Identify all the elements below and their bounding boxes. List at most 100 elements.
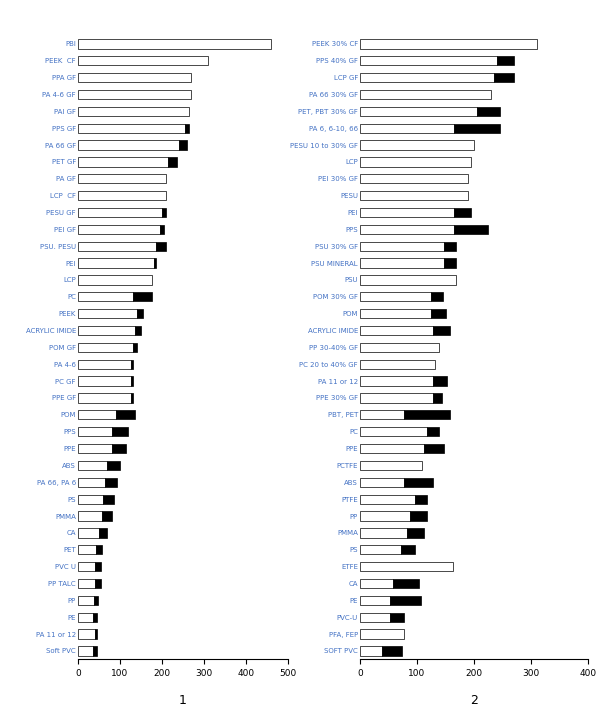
Bar (433, 376, 447, 386)
Bar (179, 140, 187, 150)
Bar (78, 359, 131, 369)
Bar (137, 309, 143, 318)
Bar (162, 208, 166, 217)
Bar (78, 90, 191, 99)
Bar (360, 495, 415, 504)
Bar (78, 309, 137, 318)
Bar (160, 225, 164, 234)
Bar (360, 242, 445, 251)
Bar (424, 444, 444, 453)
Bar (410, 511, 427, 520)
Bar (78, 528, 99, 537)
Bar (78, 342, 133, 352)
Bar (78, 208, 162, 217)
Bar (78, 461, 107, 470)
Bar (78, 56, 208, 65)
Bar (360, 411, 404, 420)
Bar (93, 613, 97, 622)
Bar (477, 106, 500, 116)
Bar (454, 225, 488, 234)
Bar (407, 528, 424, 537)
Bar (360, 545, 401, 554)
Bar (95, 545, 101, 554)
Bar (431, 292, 443, 301)
Bar (360, 292, 431, 301)
Bar (154, 259, 156, 268)
Bar (360, 596, 389, 605)
Bar (107, 461, 120, 470)
Bar (360, 562, 453, 571)
Bar (78, 427, 112, 436)
Bar (454, 123, 500, 133)
Bar (95, 562, 101, 571)
Bar (360, 123, 454, 133)
Bar (78, 579, 95, 588)
Bar (360, 140, 474, 150)
Bar (360, 511, 410, 520)
Bar (78, 478, 106, 487)
Bar (360, 528, 407, 537)
Text: 1: 1 (179, 693, 187, 707)
Bar (360, 39, 537, 48)
Bar (360, 73, 494, 82)
Bar (78, 596, 94, 605)
Bar (78, 545, 95, 554)
Bar (360, 376, 433, 386)
Text: 2: 2 (470, 693, 478, 707)
Bar (78, 259, 154, 268)
Bar (360, 579, 393, 588)
Bar (134, 326, 141, 335)
Bar (389, 613, 404, 622)
Bar (360, 444, 424, 453)
Bar (78, 630, 95, 639)
Bar (78, 106, 190, 116)
Bar (433, 326, 450, 335)
Bar (131, 376, 133, 386)
Bar (94, 596, 98, 605)
Bar (78, 393, 131, 403)
Bar (360, 393, 433, 403)
Bar (133, 292, 151, 301)
Bar (78, 242, 156, 251)
Bar (78, 647, 93, 656)
Bar (360, 326, 433, 335)
Bar (360, 478, 404, 487)
Bar (454, 208, 471, 217)
Bar (382, 647, 401, 656)
Bar (103, 511, 112, 520)
Bar (78, 613, 93, 622)
Bar (360, 106, 477, 116)
Bar (431, 309, 445, 318)
Bar (131, 359, 133, 369)
Bar (360, 647, 382, 656)
Bar (95, 630, 97, 639)
Bar (445, 259, 456, 268)
Bar (103, 495, 114, 504)
Bar (95, 579, 101, 588)
Bar (360, 359, 435, 369)
Bar (116, 411, 134, 420)
Bar (78, 292, 133, 301)
Bar (360, 208, 454, 217)
Bar (360, 174, 469, 184)
Bar (360, 225, 454, 234)
Bar (415, 495, 427, 504)
Bar (99, 528, 107, 537)
Bar (404, 411, 450, 420)
Bar (445, 242, 456, 251)
Bar (78, 191, 166, 200)
Bar (78, 376, 131, 386)
Bar (360, 309, 431, 318)
Bar (133, 342, 137, 352)
Bar (78, 123, 185, 133)
Bar (494, 73, 514, 82)
Bar (360, 259, 445, 268)
Bar (360, 427, 427, 436)
Bar (106, 478, 117, 487)
Bar (360, 630, 404, 639)
Bar (131, 393, 133, 403)
Bar (168, 157, 177, 167)
Bar (78, 225, 160, 234)
Bar (404, 478, 433, 487)
Bar (360, 157, 471, 167)
